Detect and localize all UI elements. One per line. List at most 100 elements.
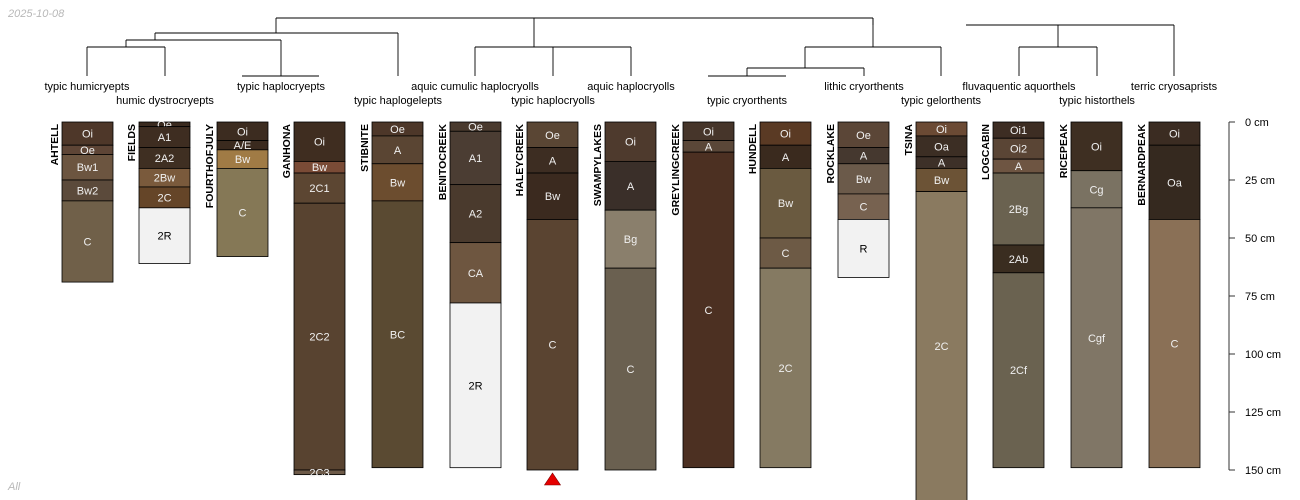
- profile-logcabin: Oi1 Oi2 A 2Bg 2Ab 2Cf LOGCABIN: [980, 121, 1045, 469]
- taxon-label: aquic haplocryolls: [587, 81, 675, 93]
- profile-swampylakes: Oi A Bg C SWAMPYLAKES: [592, 121, 657, 471]
- horizon-label: Bw1: [77, 162, 98, 174]
- horizon-label: 2Bg: [1009, 204, 1029, 216]
- horizon-label: A: [782, 152, 790, 164]
- profile-ahtell: Oi Oe Bw1 Bw2 C AHTELL: [49, 121, 114, 283]
- horizon-c: [1148, 219, 1201, 469]
- profile-name: FOURTHOFJULY: [204, 124, 216, 208]
- horizon-2c2: [293, 202, 346, 471]
- horizon-label: C: [705, 305, 713, 317]
- horizon-label: Bw: [390, 177, 405, 189]
- horizon-label: Bw: [545, 191, 560, 203]
- profile-tsina: Oi Oa A Bw 2C TSINA: [903, 121, 968, 500]
- taxon-label: lithic cryorthents: [824, 81, 904, 93]
- horizon-c: [61, 200, 114, 283]
- horizon-label: Oi1: [1010, 125, 1027, 137]
- horizon-label: Oi: [703, 126, 714, 138]
- horizon-label: Bw: [778, 198, 793, 210]
- horizon-label: 2C: [157, 192, 171, 204]
- horizon-label: 2C: [778, 363, 792, 375]
- horizon-label: Oi: [780, 129, 791, 141]
- horizon-2cf: [992, 272, 1045, 469]
- horizon-label: Bw: [312, 162, 327, 174]
- horizon-label: R: [860, 243, 868, 255]
- horizon-label: Oi: [1091, 141, 1102, 153]
- axis-tick-label: 0 cm: [1245, 117, 1269, 129]
- taxon-label: typic haplogelepts: [354, 95, 443, 107]
- horizon-label: A1: [469, 153, 482, 165]
- horizon-label: A/E: [234, 140, 252, 152]
- taxon-label: terric cryosaprists: [1131, 81, 1218, 93]
- profile-name: TSINA: [903, 124, 915, 156]
- horizon-label: C: [239, 207, 247, 219]
- horizon-label: A: [394, 145, 402, 157]
- dendrogram: [86, 17, 1175, 77]
- horizon-label: CA: [468, 268, 484, 280]
- date-label: 2025-10-08: [8, 8, 65, 20]
- horizon-c: [759, 237, 812, 269]
- horizon-label: Oe: [468, 122, 483, 134]
- horizon-label: Oi: [237, 126, 248, 138]
- horizon-c: [604, 267, 657, 471]
- horizon-label: Oi: [1169, 129, 1180, 141]
- footer-label: All: [8, 481, 21, 493]
- profile-benitocreek: Oe A1 A2 CA 2R BENITOCREEK: [437, 121, 502, 469]
- horizon-c: [216, 167, 269, 257]
- profile-name: AHTELL: [49, 123, 61, 165]
- horizon-label: A: [1015, 161, 1023, 173]
- taxon-label: typic historthels: [1059, 95, 1135, 107]
- horizon-label: 2C1: [309, 183, 329, 195]
- horizon-label: Oi: [936, 124, 947, 136]
- horizon-label: C: [1171, 339, 1179, 351]
- horizon-bw: [371, 163, 424, 202]
- taxon-label: humic dystrocryepts: [116, 95, 214, 107]
- horizon-label: 2C: [934, 341, 948, 353]
- horizon-cg: [1070, 170, 1123, 209]
- horizon-a: [604, 161, 657, 211]
- horizon-label: C: [860, 202, 868, 214]
- profile-name: STIBNITE: [359, 124, 371, 172]
- profile-haleycreek: Oe A Bw C HALEYCREEK: [514, 121, 579, 486]
- horizon-label: C: [782, 248, 790, 260]
- horizon-2c1: [293, 172, 346, 204]
- bottom-marker-triangle: [543, 472, 562, 486]
- horizon-label: Oi: [314, 137, 325, 149]
- profile-name: BENITOCREEK: [437, 124, 449, 201]
- profile-name: LOGCABIN: [980, 124, 992, 180]
- taxon-label: typic gelorthents: [901, 95, 982, 107]
- taxon-label: typic humicryepts: [45, 81, 130, 93]
- horizon-label: C: [549, 340, 557, 352]
- profile-name: GANHONA: [281, 124, 293, 179]
- horizon-bw: [526, 172, 579, 220]
- horizon-label: C: [84, 236, 92, 248]
- profile-rocklake: Oe A Bw C R ROCKLAKE: [825, 121, 890, 278]
- horizon-label: 2Cf: [1010, 365, 1028, 377]
- horizon-label: Bw2: [77, 185, 98, 197]
- horizon-label: 2C2: [309, 332, 329, 344]
- axis-tick-label: 100 cm: [1245, 349, 1281, 361]
- horizon-label: 2Bw: [154, 173, 175, 185]
- axis-tick-label: 50 cm: [1245, 233, 1275, 245]
- profile-stibnite: Oe A Bw BC STIBNITE: [359, 121, 424, 469]
- profile-ricepeak: Oi Cg Cgf RICEPEAK: [1058, 121, 1123, 469]
- profile-name: SWAMPYLAKES: [592, 124, 604, 206]
- horizon-label: Oe: [856, 130, 871, 142]
- horizon-label: A1: [158, 132, 171, 144]
- profile-bernardpeak: Oi Oa C BERNARDPEAK: [1136, 121, 1201, 469]
- horizon-r: [837, 219, 890, 278]
- taxon-label: fluvaquentic aquorthels: [962, 81, 1076, 93]
- horizon-c: [682, 151, 735, 469]
- profile-greylingcreek: Oi A C GREYLINGCREEK: [670, 121, 735, 469]
- taxon-label: typic haplocryepts: [237, 81, 326, 93]
- horizon-label: Oi: [625, 137, 636, 149]
- horizon-label: A: [938, 158, 946, 170]
- horizon-label: Oi2: [1010, 144, 1027, 156]
- profile-name: HALEYCREEK: [514, 124, 526, 197]
- profile-name: BERNARDPEAK: [1136, 124, 1148, 206]
- profile-name: GREYLINGCREEK: [670, 124, 682, 216]
- horizon-2c: [759, 267, 812, 469]
- horizon-label: 2R: [468, 380, 482, 392]
- profile-name: FIELDS: [126, 124, 138, 161]
